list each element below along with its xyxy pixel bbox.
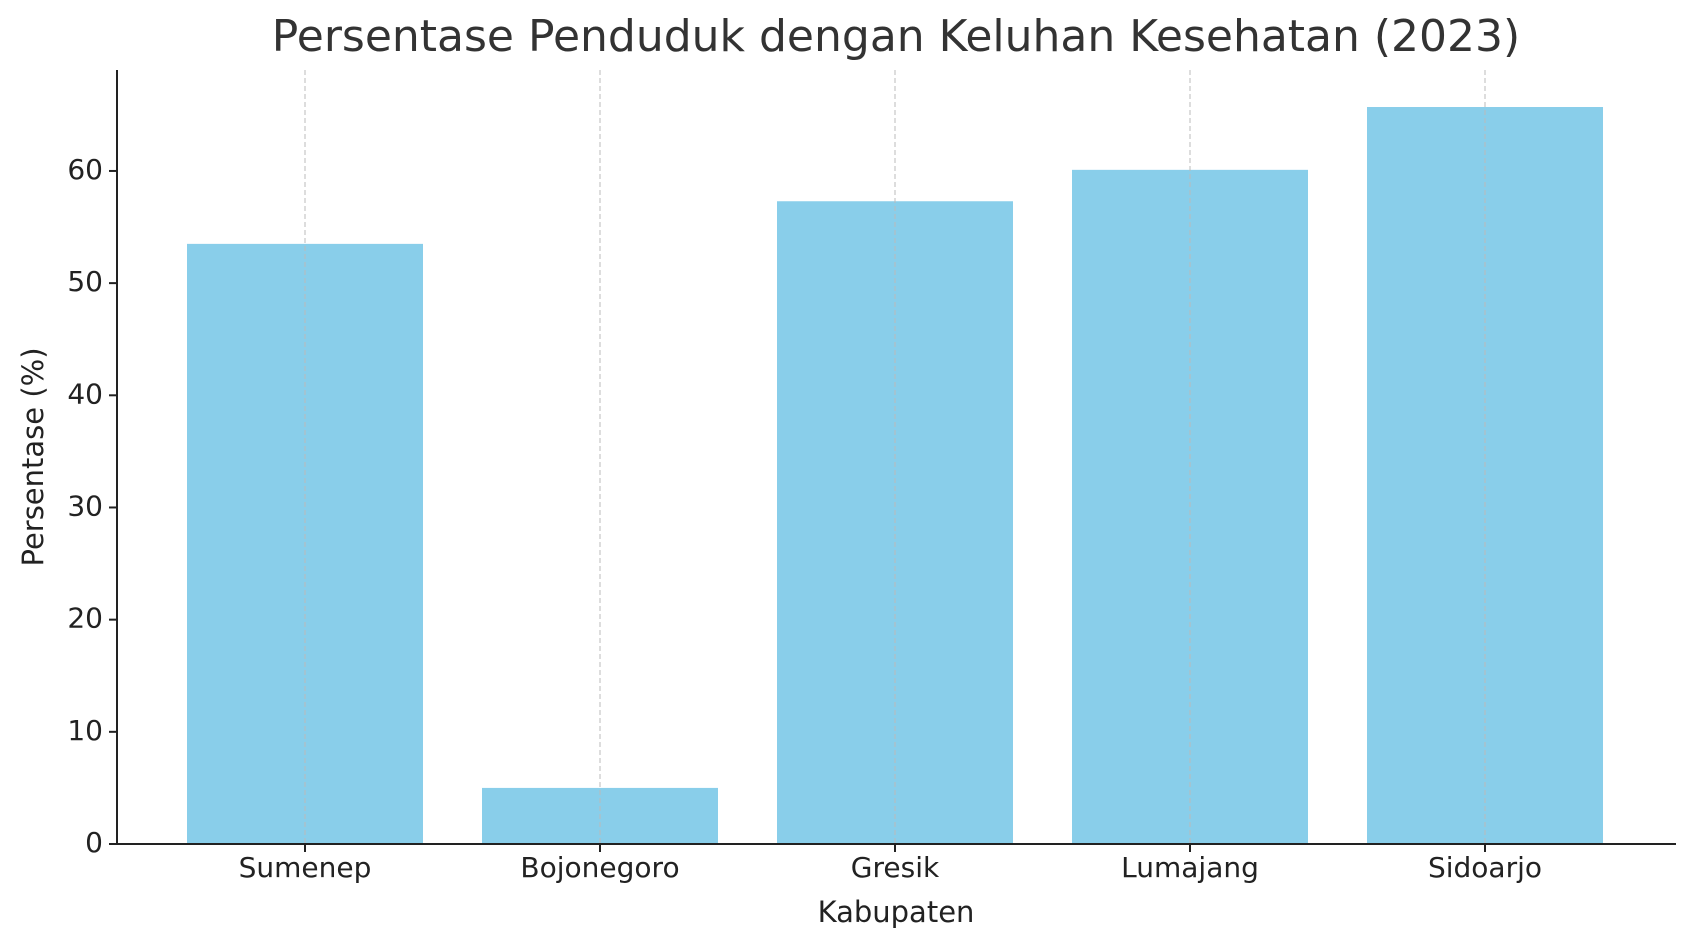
y-tick-label: 0 [85,826,103,859]
y-tick-label: 50 [67,265,103,298]
x-axis-label: Kabupaten [818,895,975,929]
x-tick-label: Sumenep [239,851,372,884]
y-axis-label: Persentase (%) [16,347,50,566]
y-tick-label: 30 [67,489,103,522]
y-tick-label: 10 [67,714,103,747]
x-tick-label: Sidoarjo [1428,851,1542,884]
x-tick-label: Lumajang [1121,851,1259,884]
chart-title: Persentase Penduduk dengan Keluhan Keseh… [272,11,1520,62]
x-tick-label: Gresik [851,851,940,884]
y-tick-label: 20 [67,602,103,635]
y-tick-label: 40 [67,377,103,410]
y-tick-label: 60 [67,153,103,186]
x-tick-label: Bojonegoro [520,851,679,884]
